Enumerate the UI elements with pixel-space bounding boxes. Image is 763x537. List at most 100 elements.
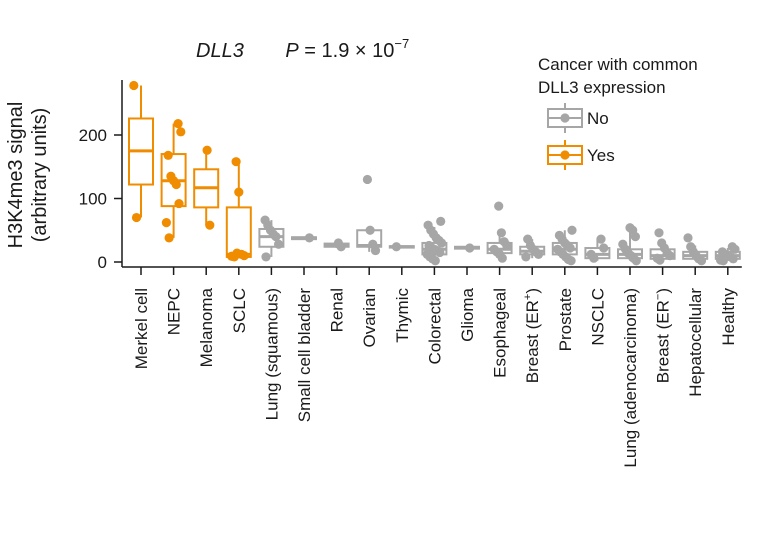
data-point (129, 80, 139, 91)
x-tick-label-group: NEPC (165, 288, 184, 335)
x-tick-label: NSCLC (588, 288, 607, 346)
x-ticks (122, 266, 742, 275)
data-point (430, 256, 440, 266)
x-tick-label: Breast (ER−) (653, 288, 673, 383)
box-group (714, 242, 741, 266)
data-point (304, 233, 314, 243)
data-point (370, 245, 381, 256)
x-tick-label: Healthy (719, 288, 738, 346)
legend-entries: No Yes (547, 103, 615, 170)
legend-entry: No (547, 103, 609, 133)
box-group (682, 233, 709, 266)
data-point (261, 252, 271, 262)
x-tick-label: Prostate (556, 288, 575, 351)
x-tick-label-group: Esophageal (491, 288, 510, 378)
x-tick-label-group: Lung (squamous) (262, 288, 281, 420)
data-point (730, 244, 740, 254)
data-point (163, 150, 173, 160)
x-tick-label: Ovarian (360, 288, 379, 348)
data-point (630, 232, 641, 242)
x-tick-label: Melanoma (197, 287, 216, 367)
data-point (521, 252, 531, 262)
x-tick-label: Thymic (393, 288, 412, 343)
box-group (421, 216, 448, 266)
data-point (655, 255, 665, 265)
legend-label: Yes (587, 146, 615, 165)
x-tick-label: SCLC (230, 288, 249, 333)
data-point (173, 118, 183, 129)
data-point (202, 145, 212, 155)
data-point (565, 243, 575, 253)
chart-title: DLL3 P = 1.9 × 10−7 (196, 36, 409, 62)
data-point (683, 233, 693, 243)
box-group (356, 174, 383, 256)
box-groups (128, 80, 741, 266)
box-group (388, 242, 415, 252)
data-point (174, 198, 184, 209)
x-tick-label-group: Merkel cell (132, 288, 151, 369)
data-point (533, 249, 544, 259)
box-group (160, 118, 187, 243)
x-tick-label: Renal (328, 288, 347, 332)
y-axis-title: H3K4me3 signal (arbitrary units) (5, 102, 51, 249)
data-point (164, 233, 174, 243)
data-point (665, 251, 675, 261)
y-axis-title-line2: (arbitrary units) (29, 108, 51, 242)
x-tick-label-group: Thymic (393, 288, 412, 343)
data-point (435, 247, 445, 258)
data-point (502, 240, 512, 251)
x-tick-label: NEPC (165, 288, 184, 335)
x-tick-label: Esophageal (491, 288, 510, 378)
data-point (496, 228, 506, 238)
box-group (258, 215, 285, 262)
data-point (589, 253, 599, 263)
x-tick-label: Hepatocellular (686, 288, 705, 397)
data-point (171, 179, 181, 190)
x-tick-label-group: Ovarian (360, 288, 379, 348)
box-group (225, 157, 252, 262)
data-point (436, 216, 446, 226)
y-tick-label: 0 (98, 253, 107, 272)
data-point (365, 225, 375, 235)
box-group (584, 234, 611, 263)
box-group (551, 225, 578, 266)
data-point (654, 228, 664, 238)
box-iqr (225, 206, 252, 258)
data-point (161, 218, 171, 228)
legend-point (560, 150, 570, 160)
box-group (649, 228, 676, 265)
x-tick-label-group: Breast (ER+) (522, 288, 542, 383)
y-tick-label: 100 (79, 190, 107, 209)
x-tick-label-group: Renal (328, 288, 347, 332)
data-point (566, 256, 576, 266)
data-point (631, 256, 641, 266)
data-point (494, 201, 504, 211)
title-gene: DLL3 (196, 40, 244, 62)
data-point (274, 239, 284, 249)
data-point (465, 243, 475, 253)
legend-title-line1: Cancer with common (538, 55, 698, 74)
x-tick-label: Lung (adenocarcinoma) (621, 288, 640, 468)
data-point (437, 238, 447, 248)
x-tick-label-group: Lung (adenocarcinoma) (621, 288, 640, 468)
data-point (391, 242, 401, 252)
box-group (323, 238, 350, 252)
data-point (176, 127, 186, 137)
data-point (271, 232, 281, 242)
box-group (519, 234, 546, 262)
box-group (193, 145, 220, 230)
data-point (497, 253, 507, 263)
x-tick-label-group: Prostate (556, 288, 575, 351)
legend-label: No (587, 109, 609, 128)
x-tick-label-group: SCLC (230, 288, 249, 333)
title-p-text: = 1.9 × 10 (299, 40, 395, 62)
box-group (617, 223, 643, 266)
data-point (231, 157, 241, 167)
title-p-label: P (285, 40, 299, 62)
box-group (486, 201, 513, 263)
legend: Cancer with common DLL3 expression No Yes (538, 55, 698, 170)
legend-title-line2: DLL3 expression (538, 78, 666, 97)
data-point (232, 248, 242, 258)
